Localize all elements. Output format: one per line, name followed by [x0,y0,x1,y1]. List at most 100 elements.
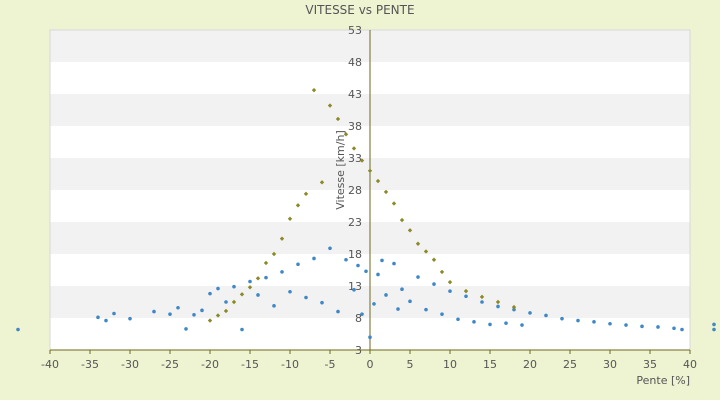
scatter-point [336,309,340,314]
y-tick-label: 8 [355,312,362,325]
scatter-point [312,256,316,261]
scatter-point [488,322,492,327]
scatter-point [184,327,188,331]
scatter-point [456,317,460,322]
scatter-point [400,287,404,292]
scatter-point [640,324,644,329]
scatter-point [216,286,220,291]
x-tick-label: -10 [281,358,299,371]
scatter-point [295,203,301,208]
axes [50,30,690,351]
y-tick-label: 18 [348,248,362,261]
scatter-point [396,307,400,311]
scatter-point [680,327,684,332]
scatter-point [200,308,204,313]
scatter-point [364,269,368,274]
scatter-point [272,304,276,308]
x-tick-label: 25 [563,358,577,371]
scatter-point [495,299,501,305]
scatter-point [656,325,660,329]
x-tick-label: 35 [643,358,657,371]
x-tick-label: -25 [161,358,179,371]
scatter-point [128,316,132,321]
scatter-point [608,321,612,326]
scatter-point [544,313,548,318]
scatter-point [672,326,676,331]
scatter-point [432,282,436,286]
scatter-point [712,327,716,332]
y-tick-label: 38 [348,120,362,133]
scatter-point [264,275,268,280]
scatter-point [352,288,356,292]
scatter-point [96,315,100,320]
scatter-point [248,279,252,284]
scatter-point [343,132,349,137]
scatter-point [223,308,229,314]
scatter-point [240,327,244,332]
scatter-point [375,178,381,184]
scatter-point [280,270,284,274]
scatter-point [232,284,236,289]
x-tick-label: -15 [241,358,259,371]
scatter-point [16,327,20,332]
x-tick-label: -20 [201,358,219,371]
x-tick-label: 20 [523,358,537,371]
scatter-point [335,116,341,122]
scatter-point [271,251,277,257]
scatter-point [423,249,429,254]
scatter-point [247,285,253,290]
scatter-point [359,158,365,163]
y-tick-labels: 38131823283338434853 [348,24,362,357]
scatter-point [496,304,500,309]
scatter-point [376,272,380,277]
x-tick-label: 40 [683,358,697,371]
x-tick-label: -35 [81,358,99,371]
scatter-point [384,293,388,297]
scatter-point [368,335,372,340]
scatter-point [112,311,116,316]
scatter-point [391,201,397,206]
scatter-point [479,294,485,300]
x-tick-label: -40 [41,358,59,371]
scatter-point [296,262,300,267]
scatter-point [320,300,324,305]
scatter-point [104,318,108,323]
scatter-point [380,258,384,263]
x-tick-label: 30 [603,358,617,371]
scatter-point [192,313,196,317]
scatter-point [504,321,508,325]
scatter-point [447,279,453,285]
scatter-point [383,189,389,195]
chart-title: VITESSE vs PENTE [305,3,414,17]
x-tick-label: 15 [483,358,497,371]
scatter-point [511,304,517,310]
scatter-point [440,312,444,316]
scatter-point [463,288,469,294]
y-axis-label: Vitesse [km/h] [334,130,347,210]
scatter-point [407,228,413,233]
scatter-point [351,146,357,151]
scatter-point [576,318,580,323]
scatter-point [288,289,292,294]
y-tick-label: 23 [348,216,362,229]
scatter-point [512,307,516,312]
y-tick-label: 53 [348,24,362,37]
scatter-point [520,323,524,327]
scatter-point [472,320,476,324]
scatter-point [592,320,596,324]
y-tick-label: 48 [348,56,362,69]
scatter-point [416,275,420,279]
scatter-point [408,299,412,304]
x-tick-label: 5 [407,358,414,371]
scatter-point [367,168,373,173]
scatter-point [624,323,628,327]
scatter-point [256,293,260,297]
scatter-point [372,302,376,306]
scatter-point [464,294,468,299]
x-tick-label: 10 [443,358,457,371]
scatter-point [224,300,228,304]
scatter-point [448,289,452,293]
x-tick-labels: -40 -35 -30 -25 -20 -15 -10 -5 0 5 10 15 20 25 30 35 40 [41,350,697,371]
y-tick-label: 43 [348,88,362,101]
scatter-point [712,322,716,327]
